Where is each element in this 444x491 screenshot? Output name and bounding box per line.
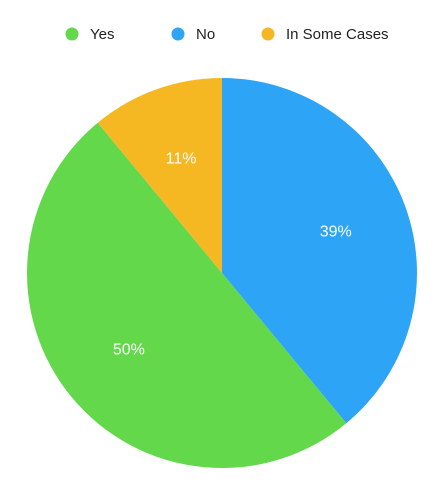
pie-slice — [27, 122, 347, 469]
pie-slice — [222, 78, 418, 424]
slice-label: 50% — [113, 341, 145, 358]
slice-label: 11% — [166, 150, 197, 167]
legend-swatch — [171, 27, 185, 41]
legend-label: No — [196, 26, 215, 43]
legend: Yes No In Some Cases — [65, 26, 389, 43]
legend-swatch — [65, 27, 79, 41]
pie-slice — [97, 78, 222, 273]
slice-label: 39% — [320, 223, 352, 240]
legend-label: In Some Cases — [286, 26, 389, 43]
legend-label: Yes — [90, 26, 114, 43]
pie: 39% 50% 11% — [27, 78, 418, 469]
legend-swatch — [261, 27, 275, 41]
